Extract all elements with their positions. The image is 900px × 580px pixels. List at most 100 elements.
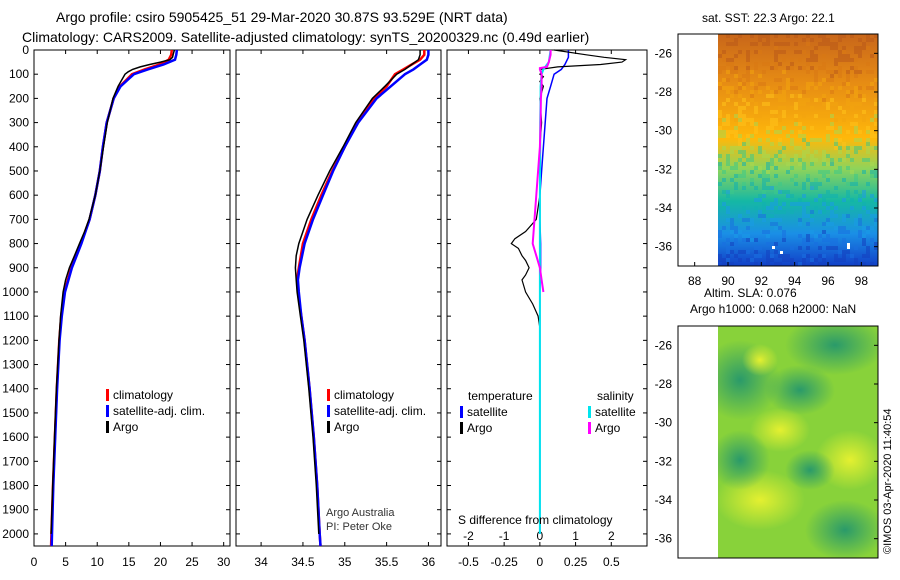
sst-cell: [786, 66, 790, 70]
sst-cell: [722, 134, 726, 138]
sst-cell: [870, 174, 874, 178]
sst-cell: [734, 90, 738, 94]
sst-cell: [770, 126, 774, 130]
sst-cell: [774, 174, 778, 178]
map-y-tick-label: -32: [655, 162, 673, 176]
sst-cell: [770, 122, 774, 126]
sst-cell: [850, 158, 854, 162]
sst-cell: [774, 202, 778, 206]
sst-cell: [786, 194, 790, 198]
sst-cell: [838, 250, 842, 254]
sst-cells: [718, 34, 878, 266]
sst-cell: [858, 234, 862, 238]
sst-cell: [862, 226, 866, 230]
sst-cell: [722, 258, 726, 262]
sst-cell: [742, 82, 746, 86]
sst-cell: [738, 214, 742, 218]
sst-cell: [862, 190, 866, 194]
sst-cell: [766, 262, 770, 266]
sst-cell: [730, 146, 734, 150]
legend-swatch-temp-argo: [460, 422, 463, 434]
sst-cell: [778, 142, 782, 146]
sst-cell: [862, 238, 866, 242]
sst-cell: [762, 186, 766, 190]
sst-cell: [810, 50, 814, 54]
sst-cell: [822, 170, 826, 174]
sst-cell: [874, 34, 878, 38]
sst-cell: [822, 114, 826, 118]
sst-cell: [782, 110, 786, 114]
sst-cell: [810, 106, 814, 110]
sst-cell: [766, 62, 770, 66]
sst-cell: [814, 98, 818, 102]
sst-cell: [794, 86, 798, 90]
sst-cell: [762, 82, 766, 86]
sst-cell: [818, 114, 822, 118]
sst-cell: [842, 58, 846, 62]
sst-cell: [742, 98, 746, 102]
sst-cell: [842, 226, 846, 230]
sst-cell: [790, 138, 794, 142]
sst-cell: [762, 154, 766, 158]
sst-cell: [870, 38, 874, 42]
sst-cell: [874, 102, 878, 106]
legend-label-temp-satellite: satellite: [467, 405, 508, 419]
sst-cell: [794, 182, 798, 186]
legend-swatch-climatology: [327, 389, 330, 401]
sst-cell: [830, 210, 834, 214]
sst-cell: [754, 106, 758, 110]
sst-cell: [798, 66, 802, 70]
sst-cell: [726, 162, 730, 166]
sst-cell: [782, 146, 786, 150]
sst-cell: [834, 254, 838, 258]
sst-cell: [790, 106, 794, 110]
sst-cell: [774, 34, 778, 38]
sst-cell: [834, 42, 838, 46]
sst-cell: [854, 258, 858, 262]
sst-cell: [766, 34, 770, 38]
sst-cell: [874, 198, 878, 202]
sst-cell: [822, 34, 826, 38]
sst-cell: [734, 234, 738, 238]
sst-cell: [778, 182, 782, 186]
sst-cell: [830, 214, 834, 218]
sst-cell: [778, 150, 782, 154]
sst-cell: [846, 250, 850, 254]
sst-cell: [866, 182, 870, 186]
depth-tick-label: 600: [9, 188, 29, 202]
sst-cell: [718, 126, 722, 130]
sst-cell: [802, 202, 806, 206]
sst-cell: [790, 166, 794, 170]
map-y-tick-label: -36: [655, 532, 673, 546]
sst-cell: [774, 186, 778, 190]
sst-cell: [786, 42, 790, 46]
sst-cell: [774, 42, 778, 46]
sst-cell: [734, 114, 738, 118]
sst-cell: [854, 182, 858, 186]
sst-cell: [846, 90, 850, 94]
sst-cell: [726, 114, 730, 118]
sst-cell: [718, 182, 722, 186]
sst-cell: [782, 238, 786, 242]
sst-cell: [754, 186, 758, 190]
sst-cell: [770, 202, 774, 206]
sst-cell: [826, 126, 830, 130]
sst-cell: [842, 178, 846, 182]
map-y-tick-label: -26: [655, 338, 673, 352]
sst-cell: [814, 206, 818, 210]
sst-cell: [798, 162, 802, 166]
sst-cell: [774, 198, 778, 202]
sst-cell: [754, 198, 758, 202]
sst-cell: [862, 262, 866, 266]
sst-cell: [834, 146, 838, 150]
sst-cell: [726, 130, 730, 134]
sst-cell: [814, 58, 818, 62]
sst-cell: [846, 58, 850, 62]
sst-cell: [738, 230, 742, 234]
sst-cell: [766, 174, 770, 178]
sst-cell: [826, 218, 830, 222]
sst-cell: [854, 262, 858, 266]
sst-cell: [826, 38, 830, 42]
sst-cell: [770, 258, 774, 262]
sst-cell: [810, 218, 814, 222]
